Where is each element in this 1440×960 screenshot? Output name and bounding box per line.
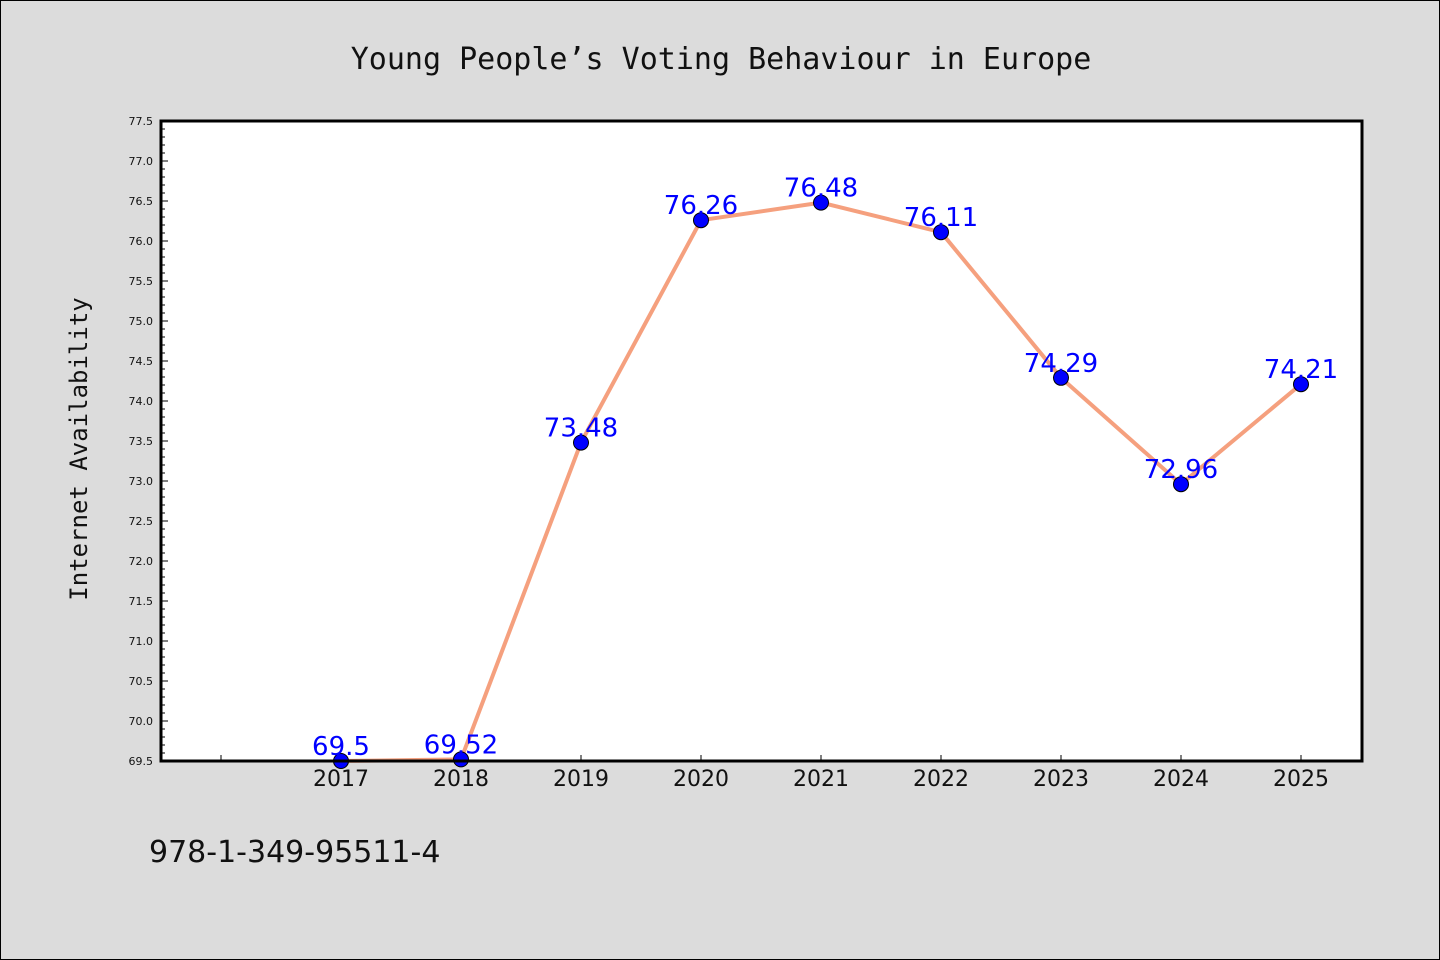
data-label: 74.21 [1264, 355, 1338, 385]
isbn-text: 978-1-349-95511-4 [149, 835, 441, 870]
y-tick-label: 70.0 [129, 715, 154, 728]
y-tick-label: 74.0 [129, 395, 154, 408]
x-tick-label: 2021 [793, 767, 849, 792]
data-point [453, 751, 469, 768]
plot-area [161, 121, 1362, 761]
data-label: 74.29 [1024, 349, 1098, 379]
y-tick-label: 71.5 [129, 595, 154, 608]
x-tick-label: 2017 [313, 767, 369, 792]
x-tick-label: 2024 [1153, 767, 1209, 792]
x-tick-label: 2019 [553, 767, 609, 792]
data-label: 69.52 [424, 730, 498, 760]
data-point [1293, 376, 1309, 393]
data-label: 76.26 [664, 191, 738, 221]
y-tick-label: 72.0 [129, 555, 154, 568]
chart-title: Young People’s Voting Behaviour in Europ… [351, 42, 1092, 77]
data-point [1053, 369, 1069, 386]
x-tick-label: 2023 [1033, 767, 1089, 792]
plot-frame [159, 119, 1364, 763]
x-tick-label: 2025 [1273, 767, 1329, 792]
y-tick-label: 74.5 [129, 355, 154, 368]
y-axis-ticks: 69.5 70.0 70.5 71.0 71.5 72.0 72.5 73.0 73.5 74.0… [129, 115, 168, 768]
data-point [1173, 476, 1189, 493]
y-tick-label: 77.0 [129, 155, 154, 168]
y-tick-label: 76.0 [129, 235, 154, 248]
y-tick-label: 73.5 [129, 435, 154, 448]
data-point [813, 194, 829, 211]
y-tick-label: 73.0 [129, 475, 154, 488]
y-tick-label: 70.5 [129, 675, 154, 688]
x-axis-ticks: 2017 2018 2019 2020 2021 2022 2023 2024 2025 [220, 755, 1329, 792]
data-point [933, 224, 949, 241]
y-tick-label: 77.5 [129, 115, 154, 128]
data-point [573, 434, 589, 451]
y-tick-label: 75.5 [129, 275, 154, 288]
data-label: 76.11 [904, 203, 978, 233]
y-tick-label: 75.0 [129, 315, 154, 328]
data-labels-layer: 69.5 69.52 73.48 76.26 76.48 76.11 74.29 72.96 7… [312, 174, 1338, 762]
data-label: 76.48 [784, 174, 858, 204]
y-tick-label: 71.0 [129, 635, 154, 648]
y-tick-label: 69.5 [129, 755, 154, 768]
data-label: 72.96 [1144, 455, 1218, 485]
x-tick-label: 2022 [913, 767, 969, 792]
data-label: 69.5 [312, 732, 370, 762]
y-tick-label: 76.5 [129, 195, 154, 208]
x-tick-label: 2020 [673, 767, 729, 792]
y-tick-label: 72.5 [129, 515, 154, 528]
y-axis-label: Internet Availability [65, 297, 93, 600]
data-label: 73.48 [544, 414, 618, 444]
x-tick-label: 2018 [433, 767, 489, 792]
data-point [693, 212, 709, 229]
